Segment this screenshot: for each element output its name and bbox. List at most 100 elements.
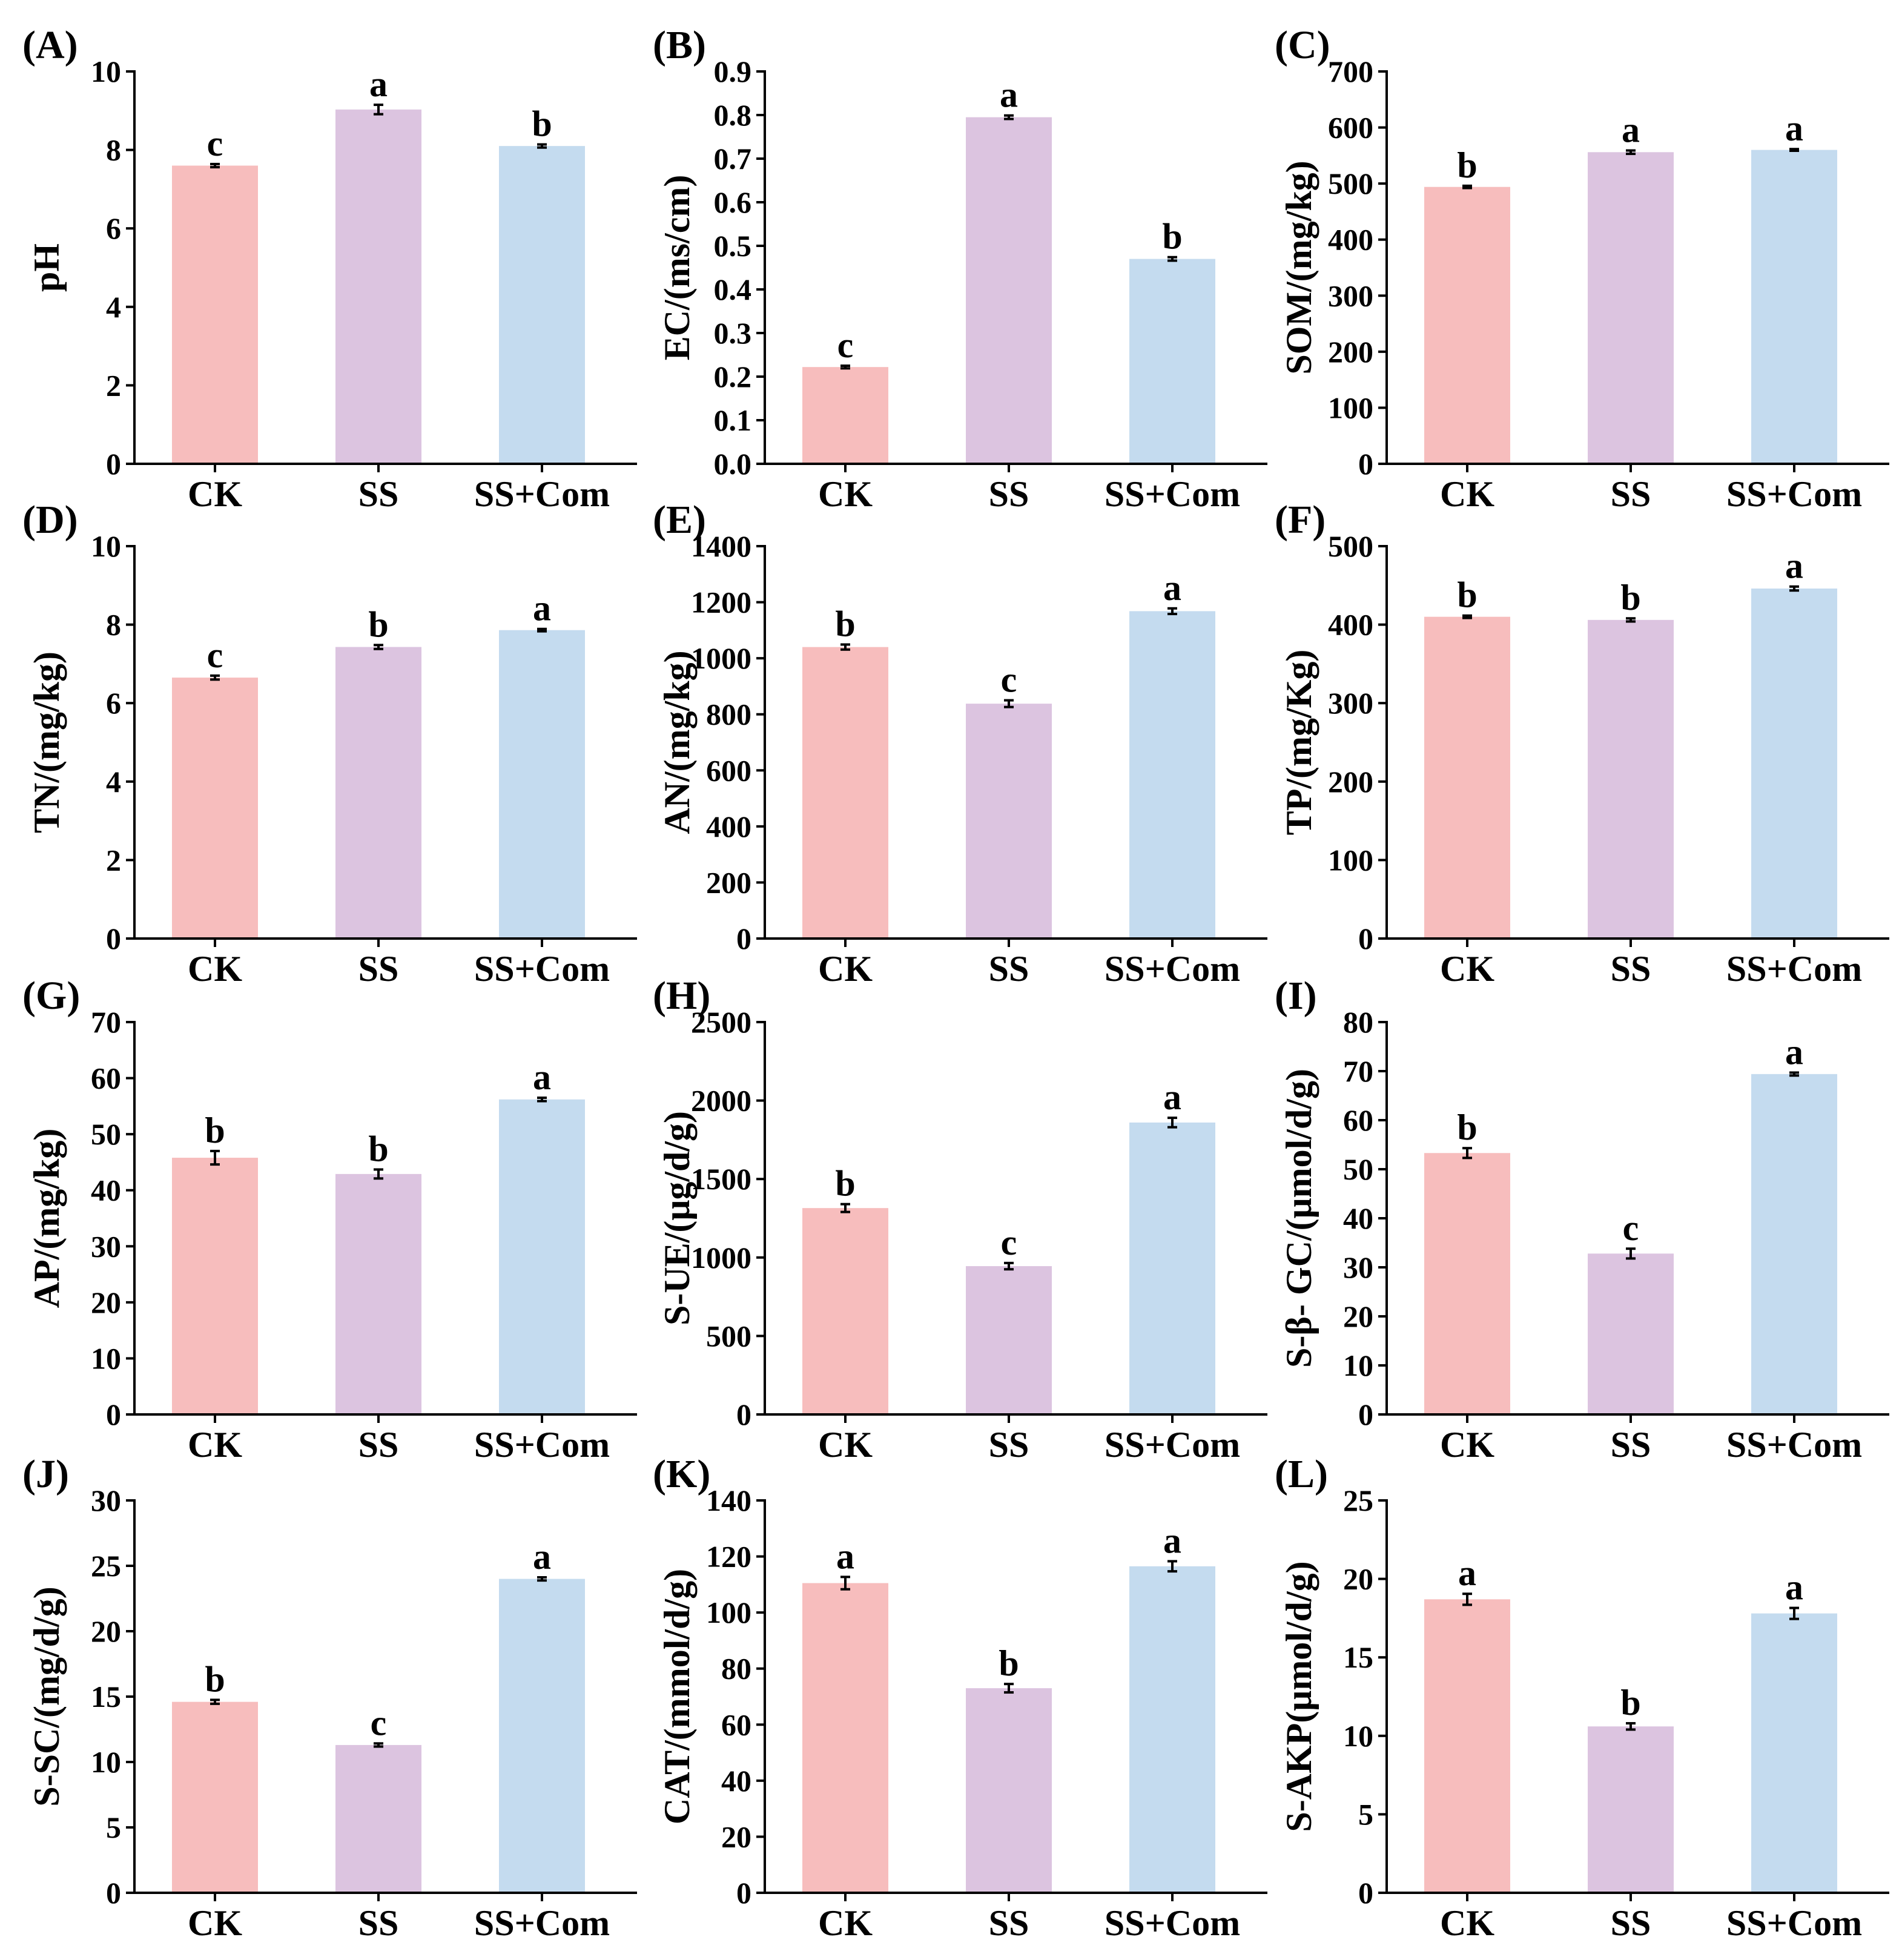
significance-letter: c [837,325,854,365]
panel-g: (G) AP/(mg/kg) b CK b SS a SS+Com 0 10 20 30 40 50 60 7… [22,974,637,1465]
y-tick-label: 30 [91,1229,121,1263]
x-tick-label: SS [358,1903,399,1943]
significance-letter: a [533,1057,551,1097]
panel-label: (I) [1275,974,1317,1018]
panel-label: (J) [22,1452,69,1496]
x-tick-label: SS [1611,1903,1651,1943]
y-tick-label: 4 [106,765,121,799]
x-tick-label: CK [818,949,873,989]
x-tick-label: SS+Com [1105,949,1240,989]
y-tick-label: 100 [1328,391,1373,424]
bar-ss-com [499,630,585,939]
y-tick-label: 20 [91,1285,121,1319]
bar-ss [966,117,1052,464]
y-tick-label: 0 [1358,922,1373,955]
y-tick-label: 60 [91,1061,121,1095]
significance-letter: b [532,104,552,144]
x-tick-label: CK [818,1903,873,1943]
x-tick-label: SS [358,949,399,989]
x-tick-label: SS+Com [1726,474,1862,514]
y-tick-label: 10 [91,529,121,563]
y-tick-label: 20 [1343,1562,1373,1596]
significance-letter: a [1785,108,1803,148]
panel-f: (F) TP/(mg/Kg) b CK b SS a SS+Com 0 100 200 300 400 5… [1275,498,1889,989]
bar-ck [172,165,258,464]
y-tick-label: 25 [91,1549,121,1583]
panel-label: (B) [653,23,706,67]
y-axis-title: TN/(mg/kg) [27,652,67,833]
y-tick-label: 0 [1358,1397,1373,1431]
bar-ck [802,1208,888,1414]
x-tick-label: SS+Com [1726,1903,1862,1943]
y-tick-label: 100 [1328,843,1373,877]
bar-ck [172,678,258,939]
significance-letter: a [1163,1077,1181,1117]
y-tick-label: 300 [1328,686,1373,720]
bar-ck [802,647,888,939]
y-axis-title: AN/(mg/kg) [657,650,697,834]
x-tick-label: SS [1611,949,1651,989]
x-tick-label: CK [1440,1425,1494,1465]
y-axis-title: S-SC/(mg/d/g) [27,1586,67,1806]
y-tick-label: 5 [106,1810,121,1844]
bar-ck [172,1158,258,1414]
y-axis-title: TP/(mg/Kg) [1279,650,1319,836]
bar-ss-com [499,1579,585,1893]
y-tick-label: 1000 [691,1241,751,1275]
x-tick-label: CK [188,949,242,989]
bar-ss [1588,152,1674,464]
x-tick-label: SS+Com [474,474,610,514]
bar-ss [966,1266,1052,1414]
bar-ss [335,1173,421,1414]
y-tick-label: 0.1 [714,403,752,437]
y-tick-label: 60 [1343,1103,1373,1137]
panel-d: (D) TN/(mg/kg) c CK b SS a SS+Com 0 2 4 6 8 10 [22,498,637,989]
significance-letter: a [1785,1568,1803,1608]
panel-label: (K) [653,1452,710,1496]
y-tick-label: 0 [106,1876,121,1910]
bar-ss-com [1129,259,1215,464]
significance-letter: a [1622,110,1640,150]
x-tick-label: CK [818,474,873,514]
panel-b: (B) EC/(ms/cm) c CK a SS b SS+Com 0.0 0.1 0.2 0.3 0.… [653,23,1267,514]
y-tick-label: 0 [106,922,121,955]
significance-letter: b [368,604,388,644]
y-tick-label: 2500 [691,1005,751,1039]
y-tick-label: 200 [706,865,751,899]
y-axis-title: S-UE/(μg/d/g) [657,1111,697,1325]
significance-letter: b [368,1129,388,1169]
x-tick-label: SS+Com [474,949,610,989]
y-tick-label: 500 [1328,167,1373,200]
significance-letter: a [533,1537,551,1577]
y-tick-label: 20 [91,1614,121,1648]
x-tick-label: SS [989,949,1029,989]
x-tick-label: CK [188,1903,242,1943]
x-tick-label: SS+Com [1105,1425,1240,1465]
bar-ss-com [499,146,585,464]
y-tick-label: 30 [1343,1250,1373,1284]
y-tick-label: 200 [1328,335,1373,369]
panel-label: (C) [1275,23,1330,67]
x-tick-label: SS+Com [474,1425,610,1465]
y-tick-label: 0.3 [714,316,752,350]
y-tick-label: 10 [91,1745,121,1779]
significance-letter: a [1785,1032,1803,1072]
y-tick-label: 10 [1343,1348,1373,1382]
x-tick-label: SS [989,1903,1029,1943]
significance-letter: c [207,124,223,163]
significance-letter: a [1458,1553,1476,1593]
y-tick-label: 0 [1358,447,1373,481]
y-tick-label: 4 [106,290,121,324]
significance-letter: a [369,64,388,104]
significance-letter: b [999,1643,1019,1683]
significance-letter: a [1163,1520,1181,1560]
panel-k: (K) CAT/(mmol/d/g) a CK b SS a SS+Com 0 20 40 60 80 1… [653,1452,1267,1943]
bar-ck [1424,1153,1510,1414]
y-tick-label: 1200 [691,586,751,619]
y-tick-label: 0.7 [714,142,752,176]
x-tick-label: SS [358,474,399,514]
y-tick-label: 0.2 [714,360,752,394]
bar-ss-com [1751,1613,1837,1893]
panel-label: (D) [22,498,78,542]
y-tick-label: 0 [106,1397,121,1431]
